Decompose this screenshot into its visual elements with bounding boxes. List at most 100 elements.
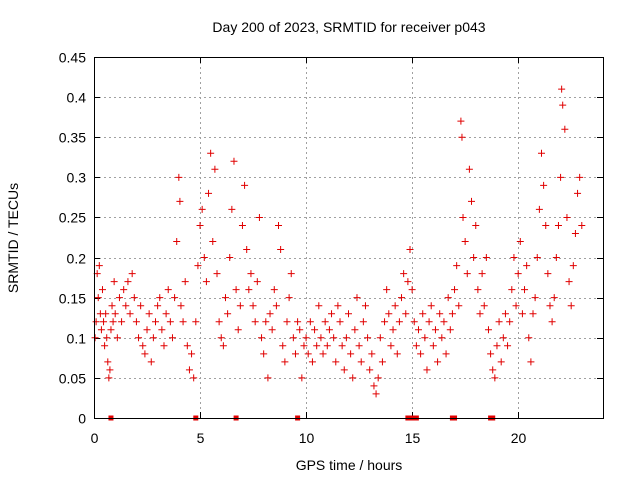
data-point bbox=[311, 326, 319, 334]
data-point bbox=[578, 221, 586, 229]
data-point bbox=[181, 278, 189, 286]
data-point bbox=[506, 318, 514, 326]
data-point bbox=[487, 350, 495, 358]
data-point bbox=[525, 334, 533, 342]
y-tick-label: 0 bbox=[78, 411, 86, 427]
data-point bbox=[215, 318, 223, 326]
data-point bbox=[370, 382, 378, 390]
data-point bbox=[232, 286, 240, 294]
data-point bbox=[247, 270, 255, 278]
data-point bbox=[325, 326, 333, 334]
data-point bbox=[427, 302, 435, 310]
data-point bbox=[472, 221, 480, 229]
data-point bbox=[402, 310, 410, 318]
data-point bbox=[106, 366, 114, 374]
data-point bbox=[372, 390, 380, 398]
points-layer bbox=[91, 85, 586, 398]
data-point bbox=[226, 254, 234, 262]
data-point bbox=[340, 366, 348, 374]
data-point bbox=[221, 294, 229, 302]
data-point bbox=[540, 181, 548, 189]
data-point bbox=[251, 318, 259, 326]
data-point bbox=[211, 165, 219, 173]
data-point bbox=[470, 254, 478, 262]
data-point bbox=[171, 294, 179, 302]
data-point bbox=[306, 318, 314, 326]
data-point bbox=[179, 318, 187, 326]
data-point bbox=[190, 374, 198, 382]
data-point bbox=[482, 254, 490, 262]
y-tick-label: 0.3 bbox=[67, 170, 87, 186]
data-point bbox=[544, 270, 552, 278]
data-point bbox=[260, 350, 268, 358]
data-point bbox=[304, 350, 312, 358]
data-point bbox=[234, 326, 242, 334]
data-point bbox=[302, 334, 310, 342]
data-point bbox=[451, 286, 459, 294]
data-point bbox=[285, 294, 293, 302]
data-point bbox=[198, 205, 206, 213]
data-point bbox=[101, 342, 109, 350]
data-point bbox=[173, 238, 181, 246]
data-point bbox=[126, 310, 134, 318]
data-point bbox=[168, 334, 176, 342]
data-point bbox=[478, 270, 486, 278]
data-point bbox=[474, 286, 482, 294]
y-tick-label: 0.1 bbox=[67, 331, 87, 347]
data-point bbox=[205, 189, 213, 197]
data-point bbox=[294, 318, 302, 326]
data-point bbox=[389, 326, 397, 334]
data-point bbox=[465, 165, 473, 173]
data-point bbox=[209, 238, 217, 246]
data-point bbox=[270, 286, 278, 294]
data-point bbox=[504, 342, 512, 350]
data-point bbox=[230, 157, 238, 165]
data-point bbox=[542, 221, 550, 229]
data-point bbox=[236, 302, 244, 310]
x-tick-label: 10 bbox=[299, 430, 315, 446]
y-tick-label: 0.35 bbox=[59, 130, 86, 146]
data-point bbox=[349, 374, 357, 382]
data-point bbox=[102, 310, 110, 318]
data-point bbox=[291, 350, 299, 358]
data-point bbox=[527, 358, 535, 366]
data-point bbox=[347, 350, 355, 358]
data-point bbox=[164, 286, 172, 294]
chart-title: Day 200 of 2023, SRMTID for receiver p04… bbox=[212, 19, 485, 35]
data-point bbox=[194, 262, 202, 270]
data-point bbox=[383, 286, 391, 294]
tick-layer: 0 0.05 0.1 0.15 0.2 0.25 0.3 0.35 0.4 0.45 0 5 10 15 2… bbox=[59, 50, 603, 446]
data-point bbox=[518, 310, 526, 318]
data-point bbox=[453, 262, 461, 270]
y-tick-label: 0.25 bbox=[59, 210, 86, 226]
data-point bbox=[258, 334, 266, 342]
x-tick-label: 20 bbox=[511, 430, 527, 446]
data-point bbox=[521, 286, 529, 294]
data-point bbox=[228, 205, 236, 213]
data-point bbox=[393, 350, 401, 358]
data-point bbox=[455, 302, 463, 310]
data-point bbox=[287, 270, 295, 278]
data-point bbox=[548, 318, 556, 326]
data-point bbox=[567, 302, 575, 310]
data-point bbox=[141, 350, 149, 358]
data-point bbox=[480, 302, 488, 310]
data-point bbox=[378, 358, 386, 366]
data-point bbox=[238, 221, 246, 229]
data-point bbox=[476, 310, 484, 318]
data-point bbox=[446, 326, 454, 334]
data-point bbox=[395, 318, 403, 326]
data-point bbox=[489, 366, 497, 374]
data-point bbox=[105, 374, 113, 382]
data-point bbox=[183, 342, 191, 350]
data-point bbox=[391, 302, 399, 310]
data-point bbox=[175, 173, 183, 181]
data-point bbox=[109, 318, 117, 326]
data-point bbox=[255, 213, 263, 221]
data-point bbox=[132, 318, 140, 326]
data-point bbox=[313, 342, 321, 350]
data-point bbox=[550, 294, 558, 302]
data-point bbox=[152, 318, 160, 326]
data-point bbox=[192, 318, 200, 326]
data-point bbox=[376, 334, 384, 342]
